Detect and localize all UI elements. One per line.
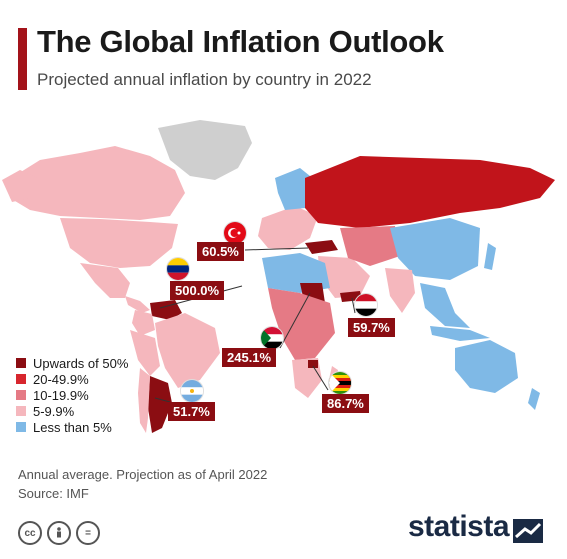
- europe: [258, 206, 318, 250]
- license-icons: cc =: [18, 521, 100, 545]
- zimbabwe-flag-icon: [329, 372, 351, 394]
- sudan-value-label: 245.1%: [222, 348, 277, 367]
- zimbabwe-value-label: 86.7%: [322, 394, 369, 413]
- argentina-value-label: 51.7%: [168, 402, 215, 421]
- russia: [305, 156, 555, 228]
- central-asia: [340, 226, 400, 266]
- sudan-flag-icon: [261, 327, 283, 349]
- legend-label: 20-49.9%: [33, 371, 89, 387]
- brazil: [155, 313, 220, 388]
- central-africa: [268, 288, 335, 360]
- canada: [8, 146, 185, 220]
- footnote: Annual average. Projection as of April 2…: [18, 467, 268, 482]
- legend-label: 10-19.9%: [33, 387, 89, 403]
- venezuela-flag-icon: [167, 258, 189, 280]
- australia: [455, 340, 518, 393]
- new-zealand: [528, 388, 540, 410]
- no-derivatives-icon[interactable]: =: [76, 521, 100, 545]
- legend-swatch: [16, 422, 26, 432]
- greenland: [158, 120, 252, 180]
- legend-label: Less than 5%: [33, 419, 112, 435]
- turkey-flag-icon: [224, 222, 246, 244]
- legend-label: 5-9.9%: [33, 403, 75, 419]
- mexico: [80, 263, 130, 298]
- map-legend: Upwards of 50% 20-49.9% 10-19.9% 5-9.9% …: [16, 355, 128, 435]
- argentina-flag-icon: [181, 380, 203, 402]
- turkey-value-label: 60.5%: [197, 242, 244, 261]
- chile: [138, 368, 150, 433]
- india: [385, 268, 415, 313]
- legend-item: Less than 5%: [16, 419, 128, 435]
- yemen-value-label: 59.7%: [348, 318, 395, 337]
- legend-swatch: [16, 406, 26, 416]
- usa: [60, 218, 178, 268]
- legend-label: Upwards of 50%: [33, 355, 129, 371]
- legend-swatch: [16, 358, 26, 368]
- source-note: Source: IMF: [18, 486, 89, 501]
- page-title: The Global Inflation Outlook: [37, 24, 444, 59]
- page-subtitle: Projected annual inflation by country in…: [37, 70, 372, 89]
- yemen-flag-icon: [355, 294, 377, 316]
- venezuela-value-label: 500.0%: [170, 281, 225, 300]
- legend-swatch: [16, 390, 26, 400]
- peru: [130, 330, 160, 376]
- turkey: [305, 240, 338, 254]
- world-map: [2, 120, 555, 433]
- middle-east: [318, 256, 370, 298]
- argentina: [148, 376, 172, 433]
- colombia: [132, 310, 155, 336]
- indonesia: [430, 326, 490, 341]
- statista-logo[interactable]: statista: [408, 510, 510, 543]
- japan: [484, 243, 496, 270]
- alaska: [2, 170, 38, 202]
- legend-item: Upwards of 50%: [16, 355, 128, 371]
- legend-item: 10-19.9%: [16, 387, 128, 403]
- zimbabwe: [308, 360, 318, 368]
- central-america: [125, 296, 150, 313]
- china: [390, 218, 480, 280]
- southeast-asia: [420, 283, 470, 328]
- attribution-icon[interactable]: [47, 521, 71, 545]
- venezuela: [150, 300, 182, 320]
- legend-swatch: [16, 374, 26, 384]
- legend-item: 5-9.9%: [16, 403, 128, 419]
- legend-item: 20-49.9%: [16, 371, 128, 387]
- statista-logo-icon: [513, 519, 543, 543]
- creative-commons-icon[interactable]: cc: [18, 521, 42, 545]
- title-accent-bar: [18, 28, 27, 90]
